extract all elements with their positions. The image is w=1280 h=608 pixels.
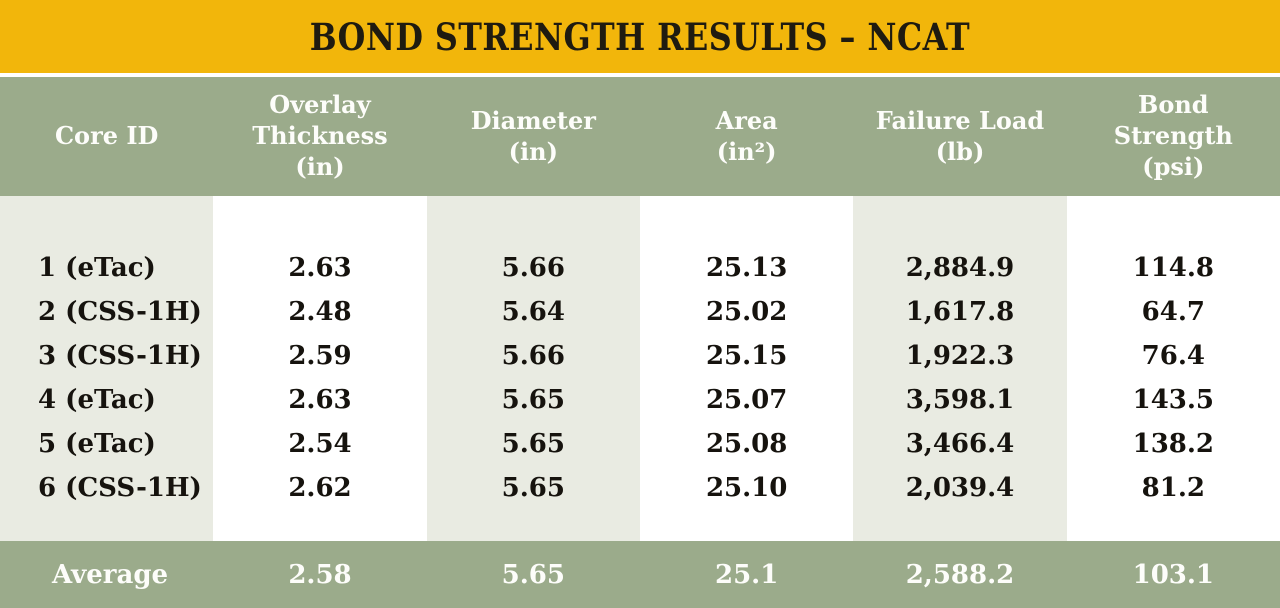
table-cell: 114.8 xyxy=(1132,253,1215,283)
table-cell: 138.2 xyxy=(1132,429,1215,459)
column-header-diameter: Diameter (in) xyxy=(470,105,596,166)
table-column-area: 25.13 25.02 25.15 25.07 25.08 25.10 xyxy=(640,196,853,541)
average-label: Average xyxy=(52,559,169,590)
table-column-bond-strength: 114.8 64.7 76.4 143.5 138.2 81.2 xyxy=(1067,196,1280,541)
average-row: Average 2.58 5.65 25.1 2,588.2 103.1 xyxy=(0,541,1280,608)
table-cell: 2.62 xyxy=(288,473,352,503)
table-cell: 5 (eTac) xyxy=(38,429,156,459)
table-cell: 76.4 xyxy=(1141,341,1205,371)
table-cell: 2 (CSS-1H) xyxy=(38,297,202,327)
title-divider xyxy=(0,73,1280,77)
table-cell: 5.64 xyxy=(501,297,565,327)
table-cell: 3 (CSS-1H) xyxy=(38,341,202,371)
column-header-overlay-thickness: Overlay Thickness (in) xyxy=(252,90,388,181)
table-cell: 25.08 xyxy=(705,429,788,459)
table-cell: 4 (eTac) xyxy=(38,385,156,415)
column-header-bond-strength: Bond Strength (psi) xyxy=(1113,90,1233,181)
title-bar: BOND STRENGTH RESULTS – NCAT xyxy=(0,0,1280,73)
table-cell: 5.66 xyxy=(501,253,565,283)
average-area: 25.1 xyxy=(714,559,779,590)
table-cell: 5.65 xyxy=(501,473,565,503)
table-column-overlay-thickness: 2.63 2.48 2.59 2.63 2.54 2.62 xyxy=(213,196,426,541)
column-header-core-id: Core ID xyxy=(54,121,159,151)
average-failure-load: 2,588.2 xyxy=(905,559,1015,590)
table-cell: 25.02 xyxy=(705,297,788,327)
average-diameter: 5.65 xyxy=(501,559,565,590)
table-column-core-id: 1 (eTac) 2 (CSS-1H) 3 (CSS-1H) 4 (eTac) … xyxy=(0,196,214,541)
table-cell: 5.65 xyxy=(501,429,565,459)
table-cell: 1,617.8 xyxy=(905,297,1015,327)
table-cell: 64.7 xyxy=(1141,297,1205,327)
table-cell: 5.65 xyxy=(501,385,565,415)
table-cell: 3,466.4 xyxy=(905,429,1015,459)
table-cell: 6 (CSS-1H) xyxy=(38,473,202,503)
table-body: 1 (eTac) 2 (CSS-1H) 3 (CSS-1H) 4 (eTac) … xyxy=(0,196,1280,541)
table-cell: 25.10 xyxy=(705,473,788,503)
table-cell: 81.2 xyxy=(1141,473,1205,503)
column-header-area: Area (in²) xyxy=(715,105,778,166)
table-cell: 1 (eTac) xyxy=(38,253,156,283)
table-cell: 2.54 xyxy=(288,429,352,459)
table-cell: 5.66 xyxy=(501,341,565,371)
table-cell: 25.07 xyxy=(705,385,788,415)
table-cell: 143.5 xyxy=(1132,385,1215,415)
table-cell: 2,884.9 xyxy=(905,253,1015,283)
table-cell: 3,598.1 xyxy=(905,385,1015,415)
table-column-diameter: 5.66 5.64 5.66 5.65 5.65 5.65 xyxy=(426,196,640,541)
table-cell: 25.15 xyxy=(705,341,788,371)
column-header-failure-load: Failure Load (lb) xyxy=(875,105,1045,166)
page-title: BOND STRENGTH RESULTS – NCAT xyxy=(309,14,971,59)
table-cell: 2,039.4 xyxy=(905,473,1015,503)
table-cell: 2.63 xyxy=(288,385,352,415)
table-column-failure-load: 2,884.9 1,617.8 1,922.3 3,598.1 3,466.4 … xyxy=(853,196,1067,541)
table-cell: 2.63 xyxy=(288,253,352,283)
table-cell: 25.13 xyxy=(705,253,788,283)
table-cell: 2.59 xyxy=(288,341,352,371)
average-overlay-thickness: 2.58 xyxy=(288,559,352,590)
table-cell: 1,922.3 xyxy=(905,341,1015,371)
average-bond-strength: 103.1 xyxy=(1132,559,1215,590)
table-cell: 2.48 xyxy=(288,297,352,327)
table-header-row: Core ID Overlay Thickness (in) Diameter … xyxy=(0,77,1280,196)
